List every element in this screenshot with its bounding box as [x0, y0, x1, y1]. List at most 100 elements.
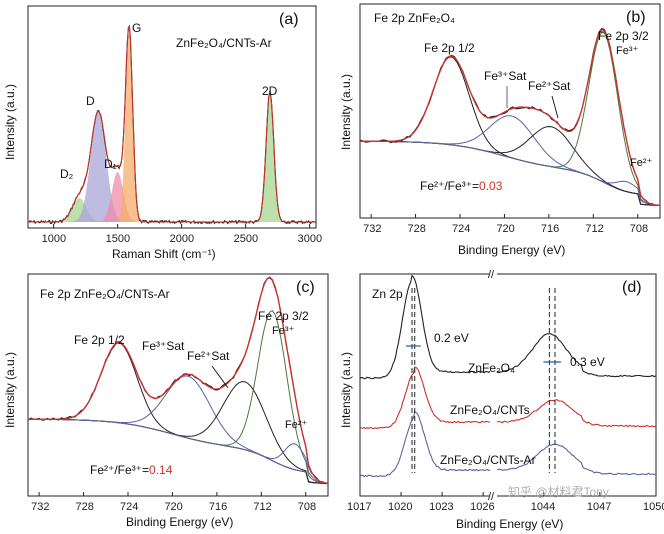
panel-c-ratio: Fe²⁺/Fe³⁺=0.14: [90, 463, 173, 477]
panel-b-xtick-label: 732: [363, 223, 381, 235]
panel-d-xtick-label: 1017: [347, 501, 371, 513]
panel-b-ann-fe3sat: Fe³⁺Sat: [484, 69, 527, 83]
panel-b-label: (b): [626, 9, 646, 26]
panel-c-comp-fe2sat: [28, 381, 329, 484]
panel-c-title: Fe 2p ZnFe₂O₄/CNTs-Ar: [40, 287, 170, 301]
panel-c-xtick-label: 728: [76, 501, 94, 513]
panel-b-ann-fe2p12: Fe 2p 1/2: [424, 41, 475, 55]
zn2p12-trace-3: [496, 443, 657, 476]
panel-d-axis-break-top: [489, 270, 497, 278]
panel-d-title: Zn 2p: [372, 287, 403, 301]
panel-c-fe2p: 732 728 724 720 716 712 708 (c) Fe 2p ZnFe₂O₄/…: [3, 273, 329, 529]
panel-a-xlabel: Raman Shift (cm⁻¹): [112, 247, 216, 261]
panel-d-xtick-label: 1020: [388, 501, 412, 513]
panel-b-comp-fe3: [360, 31, 661, 206]
panel-d-xtick-label: 1044: [531, 501, 555, 513]
panel-d-ylabel: Intensity (a.u.): [339, 352, 353, 428]
panel-c-ann-fe3: Fe³⁺: [272, 325, 295, 337]
panel-b-xtick-label: 716: [541, 223, 559, 235]
panel-b-data-trace: [359, 27, 661, 206]
panel-d-break-mark-bottom: //: [488, 491, 495, 503]
panel-b-title: Fe 2p ZnFe₂O₄: [374, 11, 455, 25]
panel-c-comp-fe3sat: [28, 375, 329, 484]
panel-b-frame: [359, 3, 661, 219]
panel-b-xtick-label: 708: [630, 223, 648, 235]
c-background: [28, 418, 329, 484]
panel-c-ann-fe3sat: Fe³⁺Sat: [142, 339, 185, 353]
panel-a-ylabel: Intensity (a.u.): [3, 84, 17, 160]
panel-d-sample-1: ZnFe₂O₄: [468, 361, 515, 375]
panel-a-label: (a): [279, 11, 299, 28]
panel-c-xtick-label: 716: [209, 501, 227, 513]
panel-b-ann-fe3: Fe³⁺: [616, 45, 639, 57]
panel-b-ylabel: Intensity (a.u.): [339, 74, 353, 150]
panel-c-xtick-label: 708: [298, 501, 316, 513]
panel-d-break-mark-top: //: [488, 269, 495, 281]
panel-b-xtick-label: 712: [585, 223, 603, 235]
panel-a-raman: 1000 1500 2000 2500 3000 (a) ZnFe₂O₄/CNTs-Ar…: [3, 5, 322, 261]
panel-c-xtick-label: 724: [120, 501, 138, 513]
panel-b-fit-envelope: [360, 28, 661, 207]
panel-a-xtick-label: 2500: [234, 233, 258, 245]
panel-d-xtick-label: 1050: [643, 501, 664, 513]
panel-d-frame: [359, 273, 657, 497]
panel-d-xlabel: Binding Energy (eV): [456, 517, 563, 531]
panel-b-ratio: Fe²⁺/Fe³⁺=0.03: [420, 179, 503, 193]
peak-label-d: D: [86, 94, 95, 108]
zn2p12-trace-2: [496, 398, 657, 428]
panel-b-ann-fe2: Fe²⁺: [630, 157, 653, 169]
panel-d-xtick-label: 1026: [470, 501, 494, 513]
b-background: [360, 140, 661, 206]
panel-c-ann-fe2: Fe²⁺: [285, 419, 308, 431]
panel-c-xtick-label: 712: [253, 501, 271, 513]
panel-a-xtick-label: 1000: [42, 233, 66, 245]
panel-c-xlabel: Binding Energy (eV): [126, 515, 233, 529]
panel-d-label: (d): [622, 279, 642, 296]
watermark: 知乎 @材料君Tony: [508, 485, 609, 499]
panel-c-arrow-fe2sat: [211, 365, 229, 389]
panel-c-fit-envelope: [28, 276, 329, 484]
panel-c-ann-fe2sat: Fe²⁺Sat: [187, 349, 230, 363]
panel-b-comp-fe3sat: [360, 115, 661, 206]
panel-c-ylabel: Intensity (a.u.): [3, 352, 17, 428]
zn2p32-trace-1: [359, 274, 491, 380]
panel-b-arrow-fe2sat: [551, 95, 559, 119]
panel-a-xtick-label: 2000: [170, 233, 194, 245]
peak-label-g: G: [132, 21, 141, 35]
panel-a-fit-envelope: [28, 25, 316, 223]
zn2p12-trace-1: [496, 333, 657, 378]
panel-c-comp-fe2p12: [28, 342, 329, 484]
panel-c-frame: [27, 273, 329, 497]
panel-a-xtick-label: 1500: [106, 233, 130, 245]
panel-b-fe2p: 732 728 724 720 716 712 708 (b) Fe 2p ZnFe₂O₄ …: [339, 3, 661, 257]
panel-b-comp-fe2: [360, 140, 661, 206]
peak-label-d1: D₁: [104, 157, 117, 171]
panel-b-xlabel: Binding Energy (eV): [458, 243, 565, 257]
panel-d-axis-break-bottom: [489, 492, 497, 500]
panel-d-sample-3: ZnFe₂O₄/CNTs-Ar: [440, 453, 536, 467]
panel-d-zn2p: // // 1017 1020 1023 1026 1044 1047 1050 (d) Z…: [339, 269, 664, 531]
panel-d-xtick-label: 1047: [587, 501, 611, 513]
panel-b-xtick-label: 720: [496, 223, 514, 235]
panel-b-xtick-label: 724: [452, 223, 470, 235]
panel-d-shift1: 0.2 eV: [434, 331, 469, 345]
panel-d-shift2: 0.3 eV: [570, 355, 605, 369]
raman-band-d: [28, 112, 316, 222]
panel-a-xtick-label: 3000: [298, 233, 322, 245]
panel-c-ann-fe2p12: Fe 2p 1/2: [74, 333, 125, 347]
panel-c-ann-fe2p32: Fe 2p 3/2: [258, 309, 309, 323]
panel-b-ann-fe2p32: Fe 2p 3/2: [598, 29, 649, 43]
panel-c-xtick-label: 720: [164, 501, 182, 513]
panel-a-sample: ZnFe₂O₄/CNTs-Ar: [176, 36, 272, 50]
panel-d-xtick-label: 1023: [429, 501, 453, 513]
panel-c-xtick-label: 732: [31, 501, 49, 513]
panel-c-label: (c): [296, 279, 315, 296]
zn2p32-trace-3: [359, 410, 491, 478]
panel-a-frame: [27, 5, 317, 229]
zn2p32-trace-2: [359, 366, 491, 430]
panel-c-comp-fe2: [28, 418, 329, 484]
panel-b-xtick-label: 728: [408, 223, 426, 235]
peak-label-d2: D₂: [60, 167, 74, 181]
panel-b-ann-fe2sat: Fe²⁺Sat: [528, 79, 571, 93]
peak-label-2d: 2D: [262, 84, 278, 98]
